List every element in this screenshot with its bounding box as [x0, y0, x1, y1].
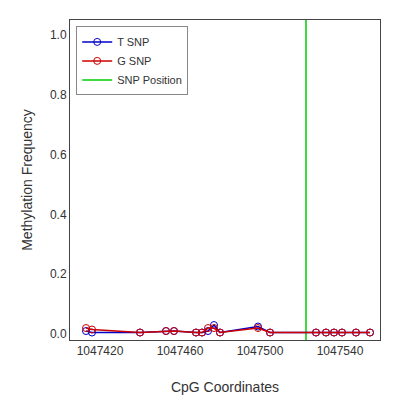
svg-text:CpG Coordinates: CpG Coordinates [171, 379, 279, 395]
svg-text:1047500: 1047500 [237, 344, 284, 358]
svg-text:SNP Position: SNP Position [117, 74, 182, 86]
svg-text:1047460: 1047460 [157, 344, 204, 358]
svg-text:0.0: 0.0 [50, 327, 67, 341]
svg-text:1.0: 1.0 [50, 28, 67, 42]
svg-text:1047540: 1047540 [317, 344, 364, 358]
svg-text:1047420: 1047420 [77, 344, 124, 358]
svg-text:T SNP: T SNP [117, 36, 149, 48]
svg-text:0.8: 0.8 [50, 88, 67, 102]
svg-text:0.6: 0.6 [50, 148, 67, 162]
svg-text:Methylation Frequency: Methylation Frequency [19, 109, 35, 251]
svg-text:0.2: 0.2 [50, 267, 67, 281]
svg-text:0.4: 0.4 [50, 208, 67, 222]
svg-text:G SNP: G SNP [117, 55, 151, 67]
